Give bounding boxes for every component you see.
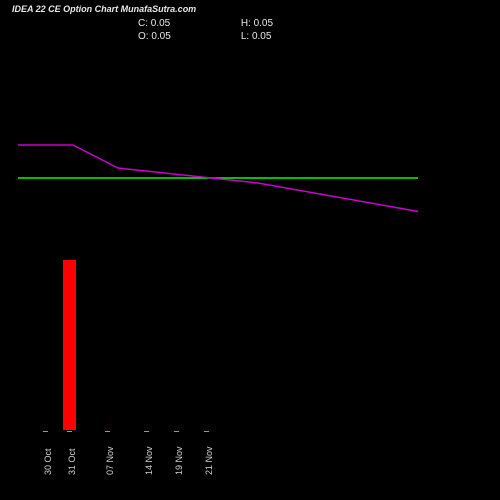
x-label: 31 Oct bbox=[67, 448, 77, 475]
x-tick bbox=[144, 431, 149, 432]
open-price: O: 0.05 bbox=[138, 31, 171, 42]
x-tick bbox=[105, 431, 110, 432]
close-price: C: 0.05 bbox=[138, 18, 171, 29]
ohlc-panel: C: 0.05 H: 0.05 O: 0.05 L: 0.05 bbox=[138, 18, 273, 42]
c-label: C: bbox=[138, 18, 148, 29]
c-value: 0.05 bbox=[151, 18, 170, 29]
o-label: O: bbox=[138, 31, 149, 42]
x-label: 07 Nov bbox=[105, 446, 115, 475]
x-tick bbox=[174, 431, 179, 432]
x-label: 30 Oct bbox=[43, 448, 53, 475]
h-label: H: bbox=[241, 18, 251, 29]
x-label: 21 Nov bbox=[204, 446, 214, 475]
price-line bbox=[18, 145, 418, 215]
high-price: H: 0.05 bbox=[241, 18, 273, 29]
chart-area bbox=[18, 50, 418, 430]
o-value: 0.05 bbox=[151, 31, 170, 42]
x-label: 19 Nov bbox=[174, 446, 184, 475]
l-value: 0.05 bbox=[252, 31, 271, 42]
x-tick bbox=[67, 431, 72, 432]
x-axis: 30 Oct 31 Oct 07 Nov 14 Nov 19 Nov 21 Nov bbox=[18, 430, 418, 480]
l-label: L: bbox=[241, 31, 249, 42]
chart-svg bbox=[18, 50, 418, 430]
chart-title: IDEA 22 CE Option Chart MunafaSutra.com bbox=[12, 4, 196, 14]
x-tick bbox=[43, 431, 48, 432]
x-label: 14 Nov bbox=[144, 446, 154, 475]
low-price: L: 0.05 bbox=[241, 31, 273, 42]
x-tick bbox=[204, 431, 209, 432]
volume-bar bbox=[63, 260, 76, 430]
h-value: 0.05 bbox=[254, 18, 273, 29]
